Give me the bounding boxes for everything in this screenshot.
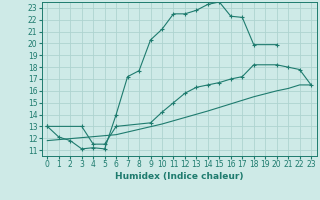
X-axis label: Humidex (Indice chaleur): Humidex (Indice chaleur) bbox=[115, 172, 244, 181]
